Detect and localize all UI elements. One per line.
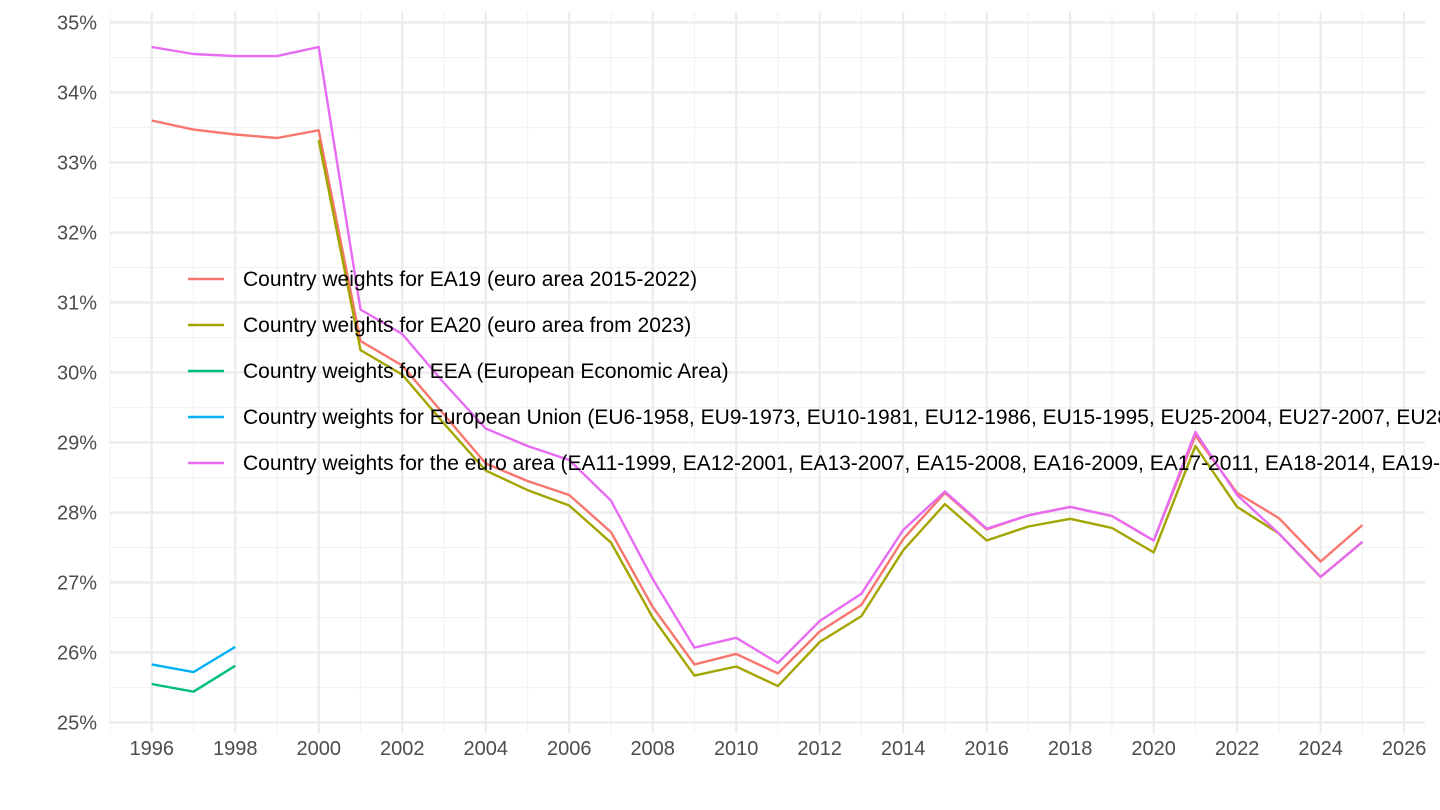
x-tick-label: 2026 <box>1382 738 1427 760</box>
series-line-5 <box>151 45 1364 665</box>
series-line-1 <box>151 119 1364 675</box>
x-tick-label: 2014 <box>881 738 926 760</box>
x-tick-label: 2000 <box>296 738 341 760</box>
y-tick-label: 25% <box>57 713 97 735</box>
series-line-4 <box>151 645 236 674</box>
y-axis-tick-labels: 25% 26% 27% 28% 29% 30% 31% 32% 33% 34% 35% <box>57 13 97 735</box>
major-gridlines <box>110 12 1425 733</box>
series-line-2 <box>317 139 1364 688</box>
x-tick-label: 2006 <box>547 738 592 760</box>
x-tick-label: 2024 <box>1298 738 1343 760</box>
x-axis-tick-labels: 1996 1998 2000 2002 2004 2006 2008 2010 2012 2014… <box>129 738 1426 760</box>
series-lines <box>151 45 1364 693</box>
legend-label-3: Country weights for EEA (European Econom… <box>243 360 729 383</box>
y-tick-label: 33% <box>57 153 97 175</box>
legend-label-4: Country weights for European Union (EU6-… <box>243 406 1440 429</box>
y-tick-label: 35% <box>57 13 97 35</box>
x-tick-label: 2010 <box>714 738 759 760</box>
y-tick-label: 31% <box>57 293 97 315</box>
y-tick-label: 27% <box>57 573 97 595</box>
y-tick-label: 26% <box>57 643 97 665</box>
x-tick-label: 2022 <box>1215 738 1260 760</box>
x-tick-label: 2016 <box>964 738 1009 760</box>
x-tick-label: 2002 <box>380 738 425 760</box>
x-tick-label: 1998 <box>213 738 258 760</box>
y-tick-label: 29% <box>57 433 97 455</box>
legend-label-5: Country weights for the euro area (EA11-… <box>243 452 1440 475</box>
x-tick-label: 2008 <box>630 738 675 760</box>
x-tick-label: 2018 <box>1048 738 1093 760</box>
y-tick-label: 32% <box>57 223 97 245</box>
legend: Country weights for EA19 (euro area 2015… <box>188 268 1440 475</box>
series-line-3 <box>151 664 236 693</box>
y-tick-label: 34% <box>57 83 97 105</box>
x-tick-label: 2012 <box>797 738 842 760</box>
y-tick-label: 28% <box>57 503 97 525</box>
x-tick-label: 1996 <box>129 738 174 760</box>
legend-label-1: Country weights for EA19 (euro area 2015… <box>243 268 697 291</box>
y-tick-label: 30% <box>57 363 97 385</box>
x-tick-label: 2004 <box>463 738 508 760</box>
legend-label-2: Country weights for EA20 (euro area from… <box>243 314 691 337</box>
x-tick-label: 2020 <box>1131 738 1176 760</box>
